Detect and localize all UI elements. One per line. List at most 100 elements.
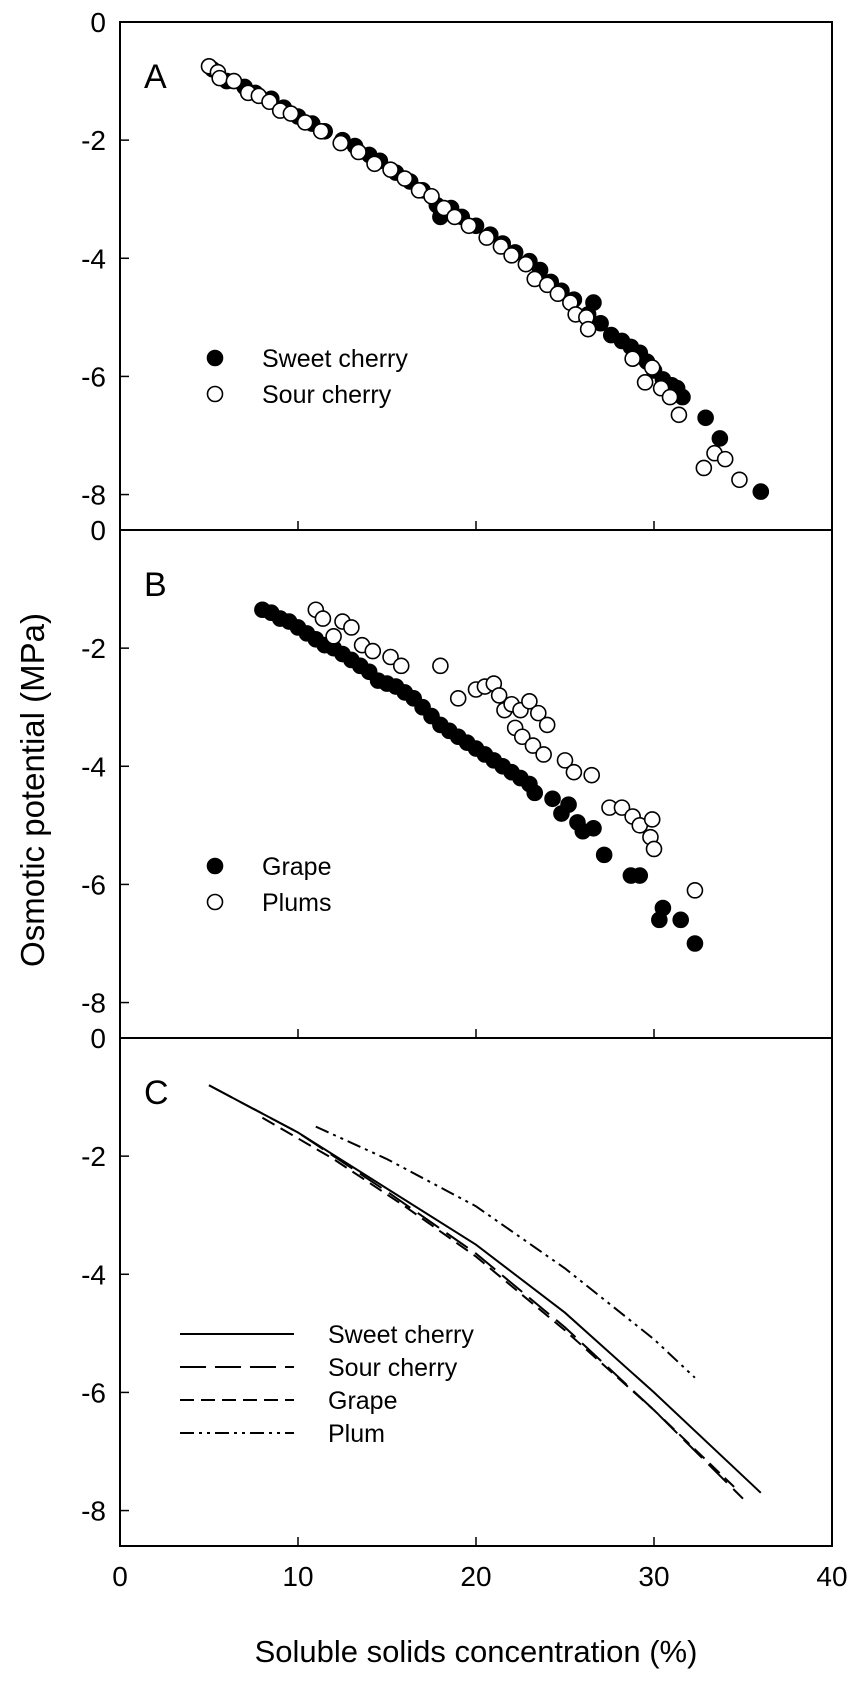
data-point xyxy=(538,276,556,294)
data-point xyxy=(392,657,410,675)
data-point xyxy=(752,483,770,500)
data-point xyxy=(670,406,688,424)
data-point xyxy=(449,690,467,707)
data-point xyxy=(296,114,314,131)
data-point xyxy=(492,238,510,255)
data-point xyxy=(686,935,704,952)
data-point xyxy=(446,208,463,226)
data-point xyxy=(478,229,495,246)
data-point xyxy=(613,799,631,816)
data-point xyxy=(583,766,601,784)
data-point xyxy=(672,911,690,929)
data-point xyxy=(521,693,538,710)
data-point xyxy=(645,840,663,858)
data-point xyxy=(595,846,613,864)
legend-label: Sweet cherry xyxy=(328,1321,474,1349)
data-point xyxy=(731,471,748,489)
panel-b: 0 -2 -4 -6 -8 B Grape Plums xyxy=(81,515,833,1039)
y-axis-title: Osmotic potential (MPa) xyxy=(14,613,51,967)
y-tick-label: -2 xyxy=(81,633,106,664)
legend-label: Sweet cherry xyxy=(262,345,408,373)
y-tick-label: -4 xyxy=(81,751,106,782)
data-point xyxy=(350,143,367,161)
y-tick-label: -8 xyxy=(81,480,106,511)
series-plums xyxy=(307,601,704,899)
data-point xyxy=(435,199,453,217)
series-line-grape xyxy=(261,1116,735,1488)
data-point xyxy=(513,728,531,746)
legend-label: Sour cherry xyxy=(328,1354,458,1382)
data-point xyxy=(585,294,602,311)
data-point xyxy=(517,255,535,273)
legend-label: Plums xyxy=(262,889,331,917)
data-point xyxy=(535,746,552,763)
data-point xyxy=(366,155,383,173)
panel-letter: B xyxy=(144,566,167,604)
data-point xyxy=(314,610,332,627)
y-tick-label: -6 xyxy=(81,869,106,900)
data-point xyxy=(503,247,520,264)
data-point xyxy=(524,737,542,754)
y-tick-label: -4 xyxy=(81,243,106,274)
legend-label: Grape xyxy=(262,853,331,881)
panel-frame xyxy=(119,1037,833,1547)
data-point xyxy=(432,657,449,675)
legend-marker xyxy=(206,385,224,403)
data-point xyxy=(396,170,414,187)
legend-marker xyxy=(206,893,224,911)
data-point xyxy=(325,628,342,645)
data-point xyxy=(636,374,654,391)
series-sweet-cherry xyxy=(204,60,770,500)
data-point xyxy=(579,320,597,338)
legend-label: Sour cherry xyxy=(262,381,392,409)
y-tick-label: -8 xyxy=(81,1496,106,1527)
data-point xyxy=(382,161,399,178)
x-tick-label: 30 xyxy=(638,1561,669,1592)
data-point xyxy=(529,704,547,722)
y-tick-label: -2 xyxy=(81,125,106,156)
data-point xyxy=(225,72,243,90)
data-point xyxy=(631,867,649,884)
data-point xyxy=(624,350,641,367)
data-point xyxy=(312,122,330,140)
data-point xyxy=(282,105,300,122)
data-point xyxy=(661,388,679,406)
x-axis-title: Soluble solids concentration (%) xyxy=(255,1634,698,1669)
data-point xyxy=(382,648,399,666)
x-tick-label: 0 xyxy=(112,1561,128,1592)
data-point xyxy=(544,790,561,808)
data-point xyxy=(565,763,583,781)
y-tick-label: -6 xyxy=(81,361,106,392)
legend-marker xyxy=(206,857,224,875)
panel-a: 0 -2 -4 -6 -8 A Sweet cherry Sour cherry xyxy=(81,7,833,531)
data-point xyxy=(560,796,577,813)
data-point xyxy=(460,217,478,235)
data-point xyxy=(643,811,661,828)
panel-letter: C xyxy=(144,1074,169,1112)
y-tick-label: -4 xyxy=(81,1259,106,1290)
series-sour-cherry xyxy=(200,58,748,489)
data-point xyxy=(643,359,661,376)
data-point xyxy=(711,430,729,447)
series-line-sour-cherry xyxy=(208,1084,744,1500)
data-point xyxy=(654,899,672,917)
panel-frame xyxy=(119,529,833,1039)
x-tick-label: 20 xyxy=(460,1561,491,1592)
y-tick-label: -8 xyxy=(81,988,106,1019)
y-tick-label: 0 xyxy=(90,1023,106,1054)
series-grape xyxy=(254,601,704,952)
series-line-sweet-cherry xyxy=(208,1084,762,1494)
data-point xyxy=(490,687,508,704)
data-point xyxy=(211,69,228,87)
data-point xyxy=(538,716,556,734)
data-point xyxy=(585,820,602,837)
x-tick-label: 10 xyxy=(282,1561,313,1592)
data-point xyxy=(261,93,278,111)
legend-label: Plum xyxy=(328,1420,385,1448)
data-point xyxy=(526,784,544,802)
y-tick-label: -2 xyxy=(81,1141,106,1172)
y-tick-label: 0 xyxy=(90,7,106,38)
data-point xyxy=(716,450,734,468)
panel-letter: A xyxy=(144,58,167,96)
